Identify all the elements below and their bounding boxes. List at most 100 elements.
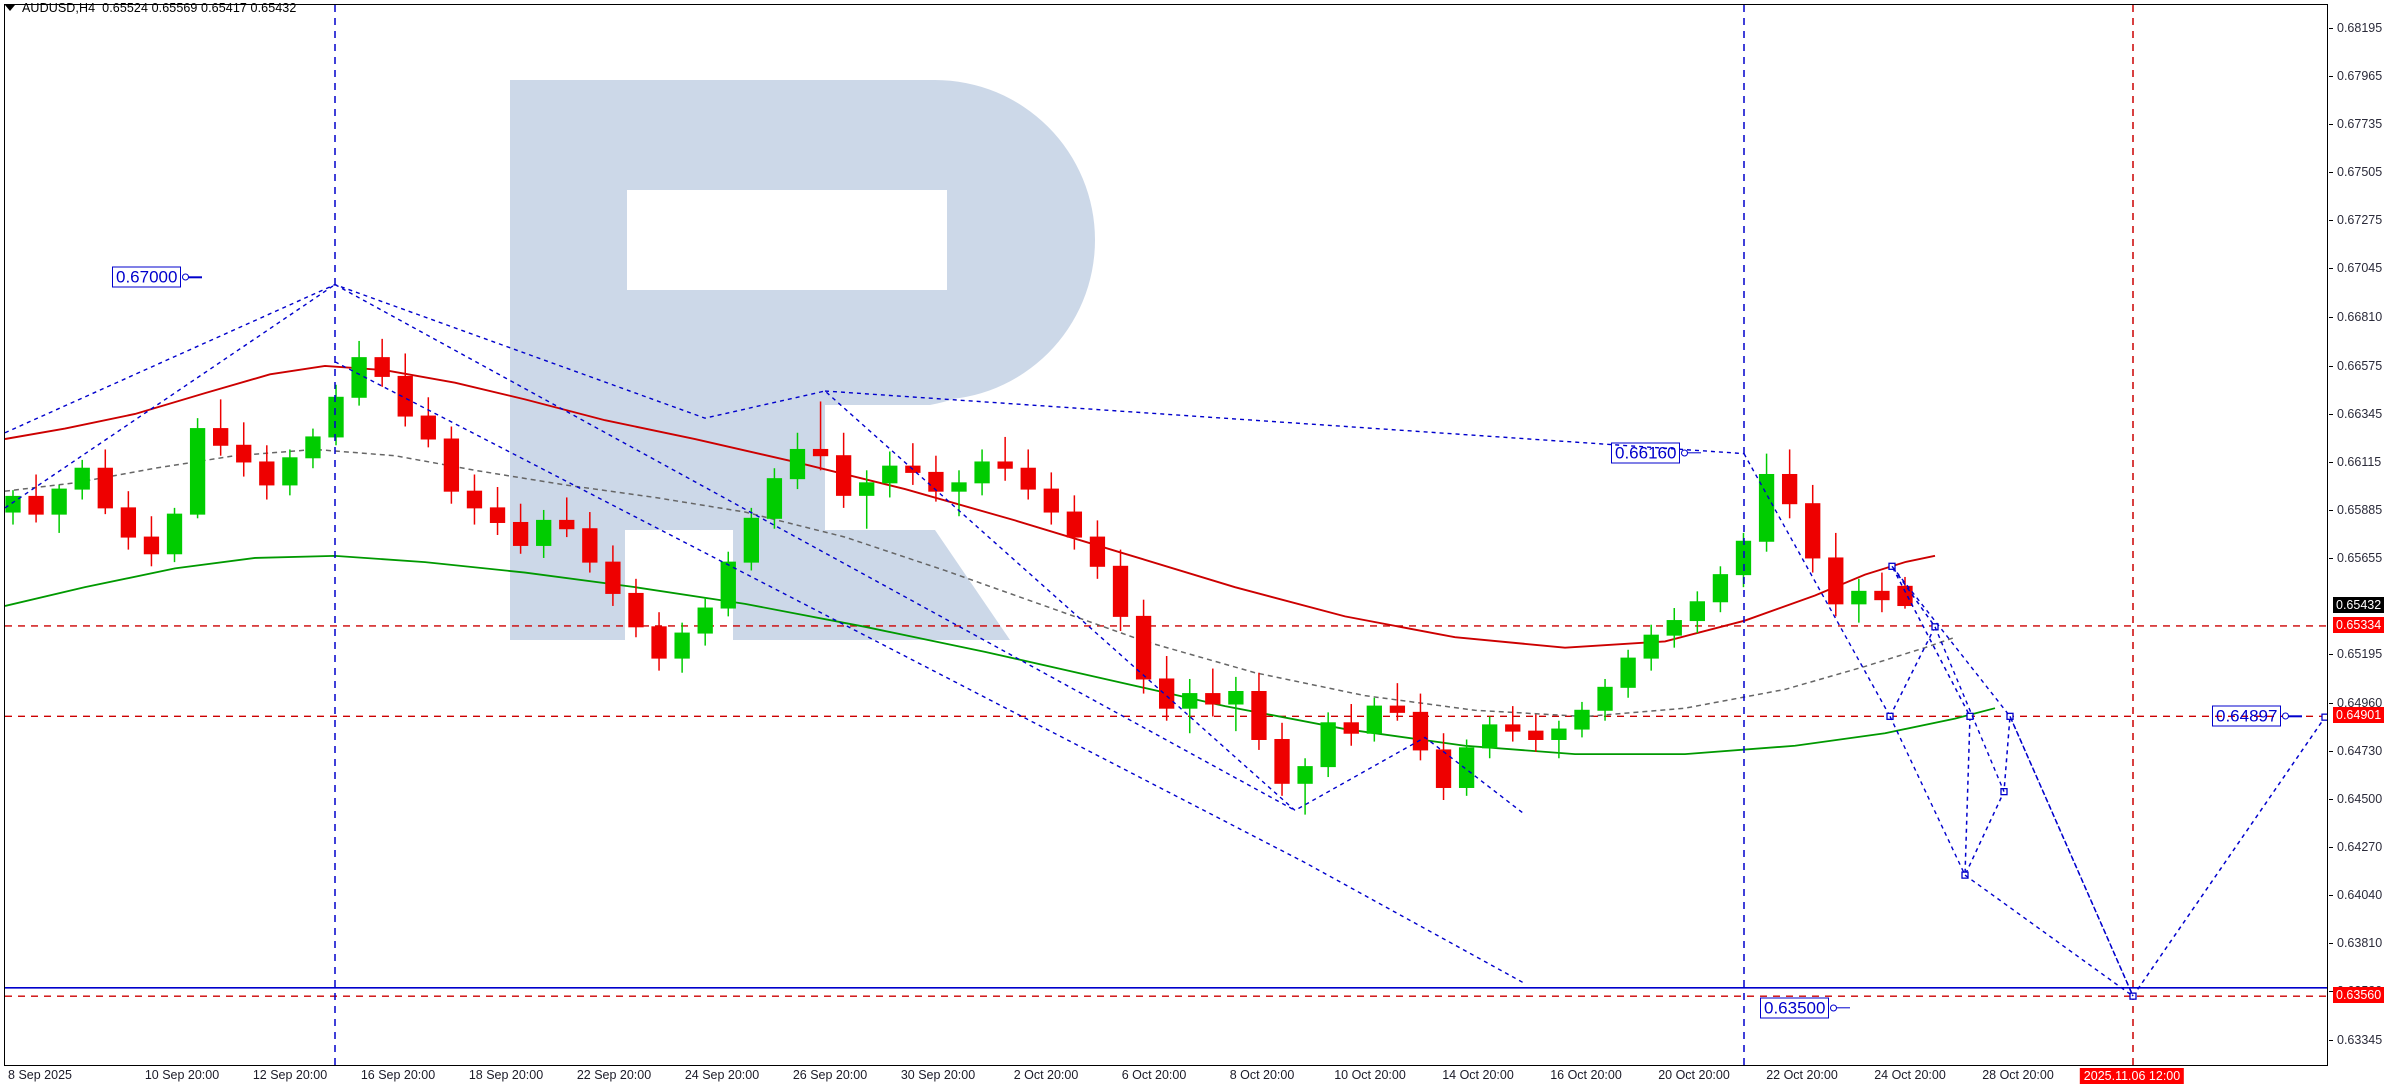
candle-body — [466, 490, 483, 509]
forecast-node[interactable] — [2321, 713, 2327, 721]
candle-body — [443, 438, 460, 492]
candle-body — [1066, 511, 1083, 538]
price-axis-label: 0.67965 — [2337, 68, 2383, 83]
candle-body — [1781, 473, 1798, 505]
candle-body — [489, 507, 506, 523]
candle-body — [974, 461, 990, 484]
candle-body — [1089, 536, 1106, 567]
time-axis-label: 12 Sep 20:00 — [252, 1068, 328, 1082]
candle-body — [1689, 601, 1705, 622]
price-axis-label: 0.64270 — [2337, 839, 2383, 854]
candle-body — [835, 455, 852, 496]
caret-down-icon[interactable] — [5, 5, 15, 11]
price-axis[interactable]: 0.68195 0.67965 0.67735 0.67505 0.67275 0.670… — [2329, 4, 2389, 1066]
candle-body — [674, 632, 690, 659]
price-tick — [2329, 123, 2333, 125]
candle-body — [536, 519, 552, 546]
candle-body — [928, 471, 944, 492]
price-axis-label: 0.65195 — [2337, 646, 2383, 661]
time-axis-label: 6 Oct 20:00 — [1121, 1068, 1187, 1082]
time-axis-label: 28 Oct 20:00 — [1982, 1068, 2054, 1082]
trend-line-rally — [5, 284, 336, 509]
candle-body — [720, 561, 736, 609]
price-tag-0-64897[interactable]: 0.64897 — [2212, 705, 2282, 727]
candle-body — [1366, 705, 1382, 734]
chart-canvas — [5, 5, 2327, 1065]
price-tick — [2329, 510, 2333, 511]
candle-body — [1482, 724, 1498, 749]
candle-body — [5, 495, 21, 513]
candle-body — [789, 448, 806, 480]
candle-body — [697, 607, 713, 634]
candle-body — [374, 357, 390, 377]
price-tick — [2329, 462, 2333, 463]
candle-body — [1666, 620, 1682, 636]
candle-body — [1389, 705, 1406, 713]
price-axis-label: 0.68195 — [2337, 20, 2383, 35]
time-axis-cursor-label: 2025.11.06 12:00 — [2079, 1068, 2185, 1084]
price-tick — [2329, 414, 2333, 416]
candle-body — [1320, 722, 1336, 768]
price-tick — [2329, 366, 2333, 368]
time-axis-label: 24 Sep 20:00 — [684, 1068, 760, 1082]
candle-body — [766, 478, 783, 519]
candle-body — [189, 428, 206, 515]
price-tick — [2329, 653, 2333, 655]
time-axis-label: 8 Oct 20:00 — [1229, 1068, 1295, 1082]
price-tag-0-63500[interactable]: 0.63500 — [1760, 997, 1830, 1019]
symbol-label: AUDUSD,H4 — [22, 1, 96, 15]
forecast-leg-3 — [2009, 716, 2134, 997]
price-tag-leader — [1687, 451, 1701, 454]
time-axis-label: 2 Oct 20:00 — [1013, 1068, 1079, 1082]
chart-header: AUDUSD,H4 0.65524 0.65569 0.65417 0.6543… — [0, 0, 2390, 16]
time-axis-label: 26 Sep 20:00 — [792, 1068, 868, 1082]
candle-body — [97, 467, 113, 509]
chart-plot-area[interactable] — [4, 4, 2328, 1066]
price-tick — [2329, 1040, 2333, 1041]
price-axis-label: 0.65655 — [2337, 550, 2383, 565]
candle-body — [1897, 585, 1913, 607]
candle-body — [582, 528, 598, 563]
price-axis-label: 0.64040 — [2337, 887, 2383, 902]
price-axis-label: 0.66575 — [2337, 359, 2383, 374]
price-axis-label: 0.66115 — [2337, 455, 2382, 469]
trend-line-down-a — [334, 283, 1296, 812]
time-axis[interactable]: 8 Sep 2025 10 Sep 20:00 12 Sep 20:00 16 Sep… — [4, 1068, 2390, 1090]
candle-body — [605, 561, 621, 594]
price-axis-label-highlighted: 0.63560 — [2333, 987, 2385, 1004]
candle-body — [812, 448, 829, 457]
price-tick — [2329, 557, 2333, 559]
candle-body — [166, 513, 183, 555]
time-axis-label: 18 Sep 20:00 — [468, 1068, 544, 1082]
candle-body — [213, 428, 229, 446]
ohlc-values: 0.65524 0.65569 0.65417 0.65432 — [102, 1, 297, 15]
candle-body — [1159, 678, 1175, 709]
candle-body — [1135, 615, 1152, 680]
candle-body — [1182, 693, 1198, 709]
price-tag-0-67000[interactable]: 0.67000 — [112, 266, 182, 288]
price-axis-label-highlighted: 0.65432 — [2333, 596, 2385, 613]
ma-fast-red — [5, 365, 1936, 649]
time-axis-label: 22 Oct 20:00 — [1766, 1068, 1838, 1082]
price-tag-0-66160[interactable]: 0.66160 — [1611, 442, 1681, 464]
candle-body — [651, 626, 667, 659]
candle-body — [143, 536, 160, 555]
trend-line-down-b — [334, 361, 1526, 985]
time-axis-label: 10 Oct 20:00 — [1334, 1068, 1406, 1082]
candle-body — [420, 415, 436, 440]
candle-body — [1874, 590, 1890, 601]
candle-body — [259, 461, 275, 486]
candlestick-series — [5, 338, 1913, 815]
candle-body — [1112, 565, 1129, 617]
candle-body — [1712, 574, 1729, 603]
price-axis-label: 0.67505 — [2337, 164, 2383, 179]
ma-mid-gray-dotted — [5, 448, 1956, 718]
forecast-leg-1 — [1934, 626, 2005, 792]
candle-body — [328, 396, 344, 438]
time-axis-label: 16 Oct 20:00 — [1550, 1068, 1622, 1082]
candle-body — [74, 467, 90, 490]
candle-body — [512, 521, 529, 546]
candle-body — [951, 482, 967, 492]
candle-body — [1435, 749, 1452, 788]
price-axis-label: 0.67045 — [2337, 260, 2383, 275]
